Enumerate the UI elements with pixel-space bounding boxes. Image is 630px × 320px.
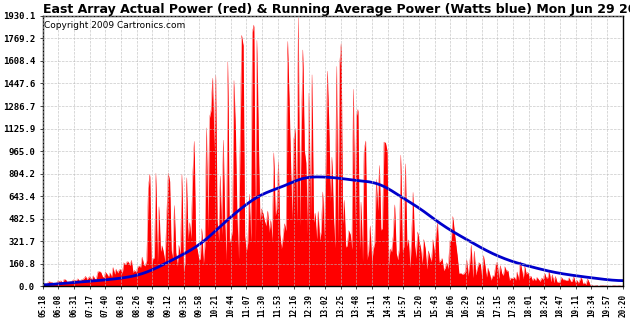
Text: Copyright 2009 Cartronics.com: Copyright 2009 Cartronics.com xyxy=(44,21,185,30)
Text: East Array Actual Power (red) & Running Average Power (Watts blue) Mon Jun 29 20: East Array Actual Power (red) & Running … xyxy=(43,3,630,16)
